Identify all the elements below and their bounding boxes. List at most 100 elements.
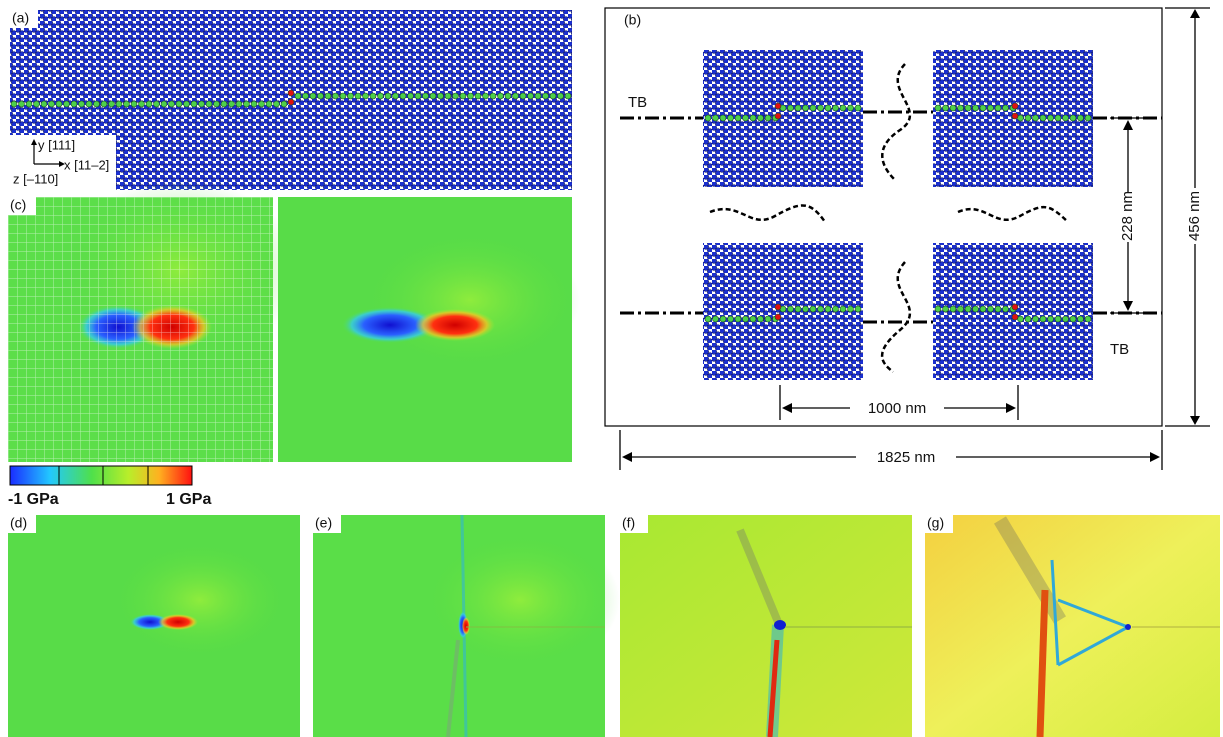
- atom: [558, 93, 564, 99]
- atom: [943, 306, 949, 312]
- atom: [848, 105, 854, 111]
- atom: [550, 93, 556, 99]
- atom: [840, 306, 846, 312]
- atom: [943, 105, 949, 111]
- atom: [236, 101, 242, 107]
- atom: [206, 101, 212, 107]
- panel-label: (f): [622, 515, 635, 531]
- atom: [848, 306, 854, 312]
- atom: [288, 90, 294, 96]
- atom: [788, 105, 794, 111]
- panel-label: (e): [315, 515, 332, 531]
- atom: [348, 93, 354, 99]
- atom: [1012, 314, 1018, 320]
- dimension-label: 1825 nm: [877, 449, 935, 466]
- atom: [26, 101, 32, 107]
- atom: [728, 115, 734, 121]
- atom: [1018, 115, 1024, 121]
- atom: [833, 105, 839, 111]
- lattice-blocks: [703, 50, 1093, 380]
- atom: [720, 115, 726, 121]
- atom: [483, 93, 489, 99]
- atom: [720, 316, 726, 322]
- atom: [34, 101, 40, 107]
- atom: [705, 115, 711, 121]
- atom: [950, 306, 956, 312]
- atom: [528, 93, 534, 99]
- atom: [520, 93, 526, 99]
- atom: [259, 101, 265, 107]
- atom: [1078, 316, 1084, 322]
- figure: (a) y [111] x [11–2] z [–110] (b) TB TB …: [0, 0, 1223, 737]
- atom: [995, 306, 1001, 312]
- atom: [1012, 304, 1018, 310]
- tb-label: TB: [628, 94, 647, 111]
- atom: [1070, 115, 1076, 121]
- atom: [355, 93, 361, 99]
- atom: [750, 316, 756, 322]
- atom: [71, 101, 77, 107]
- atom: [86, 101, 92, 107]
- atom: [191, 101, 197, 107]
- atom: [281, 101, 287, 107]
- atom: [423, 93, 429, 99]
- atom: [460, 93, 466, 99]
- atom: [109, 101, 115, 107]
- atom: [825, 105, 831, 111]
- atom: [1048, 316, 1054, 322]
- atom: [775, 103, 781, 109]
- atom: [735, 316, 741, 322]
- atom: [728, 316, 734, 322]
- atom: [1048, 115, 1054, 121]
- atom: [214, 101, 220, 107]
- atom: [973, 105, 979, 111]
- atom: [116, 101, 122, 107]
- atom: [803, 306, 809, 312]
- atom: [1055, 316, 1061, 322]
- atom: [49, 101, 55, 107]
- atom: [325, 93, 331, 99]
- atom: [833, 306, 839, 312]
- stress-map: [278, 197, 580, 462]
- axis-label: z [–110]: [13, 171, 58, 186]
- axis-label: x [11–2]: [64, 157, 109, 172]
- atom: [855, 306, 861, 312]
- stress-map: [313, 515, 620, 737]
- atom: [810, 306, 816, 312]
- atom-block: [703, 50, 863, 187]
- panel-label: (c): [10, 197, 26, 213]
- atom: [41, 101, 47, 107]
- atom: [535, 93, 541, 99]
- atom: [513, 93, 519, 99]
- atom: [430, 93, 436, 99]
- atom: [124, 101, 130, 107]
- atom: [988, 306, 994, 312]
- atom: [1033, 316, 1039, 322]
- atom: [64, 101, 70, 107]
- atom: [1040, 115, 1046, 121]
- atom: [184, 101, 190, 107]
- panel-label: (b): [624, 12, 641, 28]
- atom: [965, 306, 971, 312]
- tb-label: TB: [1110, 341, 1129, 358]
- atom: [973, 306, 979, 312]
- atom: [565, 93, 571, 99]
- atom: [1033, 115, 1039, 121]
- atom: [1003, 105, 1009, 111]
- atom: [958, 105, 964, 111]
- panel-label: (a): [12, 10, 29, 26]
- atom: [795, 105, 801, 111]
- dimension-label: 1000 nm: [868, 400, 926, 417]
- atom: [498, 93, 504, 99]
- atom: [295, 93, 301, 99]
- atom: [244, 101, 250, 107]
- atom: [1063, 115, 1069, 121]
- atom: [795, 306, 801, 312]
- atom: [840, 105, 846, 111]
- atom: [995, 105, 1001, 111]
- atom: [340, 93, 346, 99]
- atom: [400, 93, 406, 99]
- atom: [310, 93, 316, 99]
- atom: [11, 101, 17, 107]
- atom: [765, 316, 771, 322]
